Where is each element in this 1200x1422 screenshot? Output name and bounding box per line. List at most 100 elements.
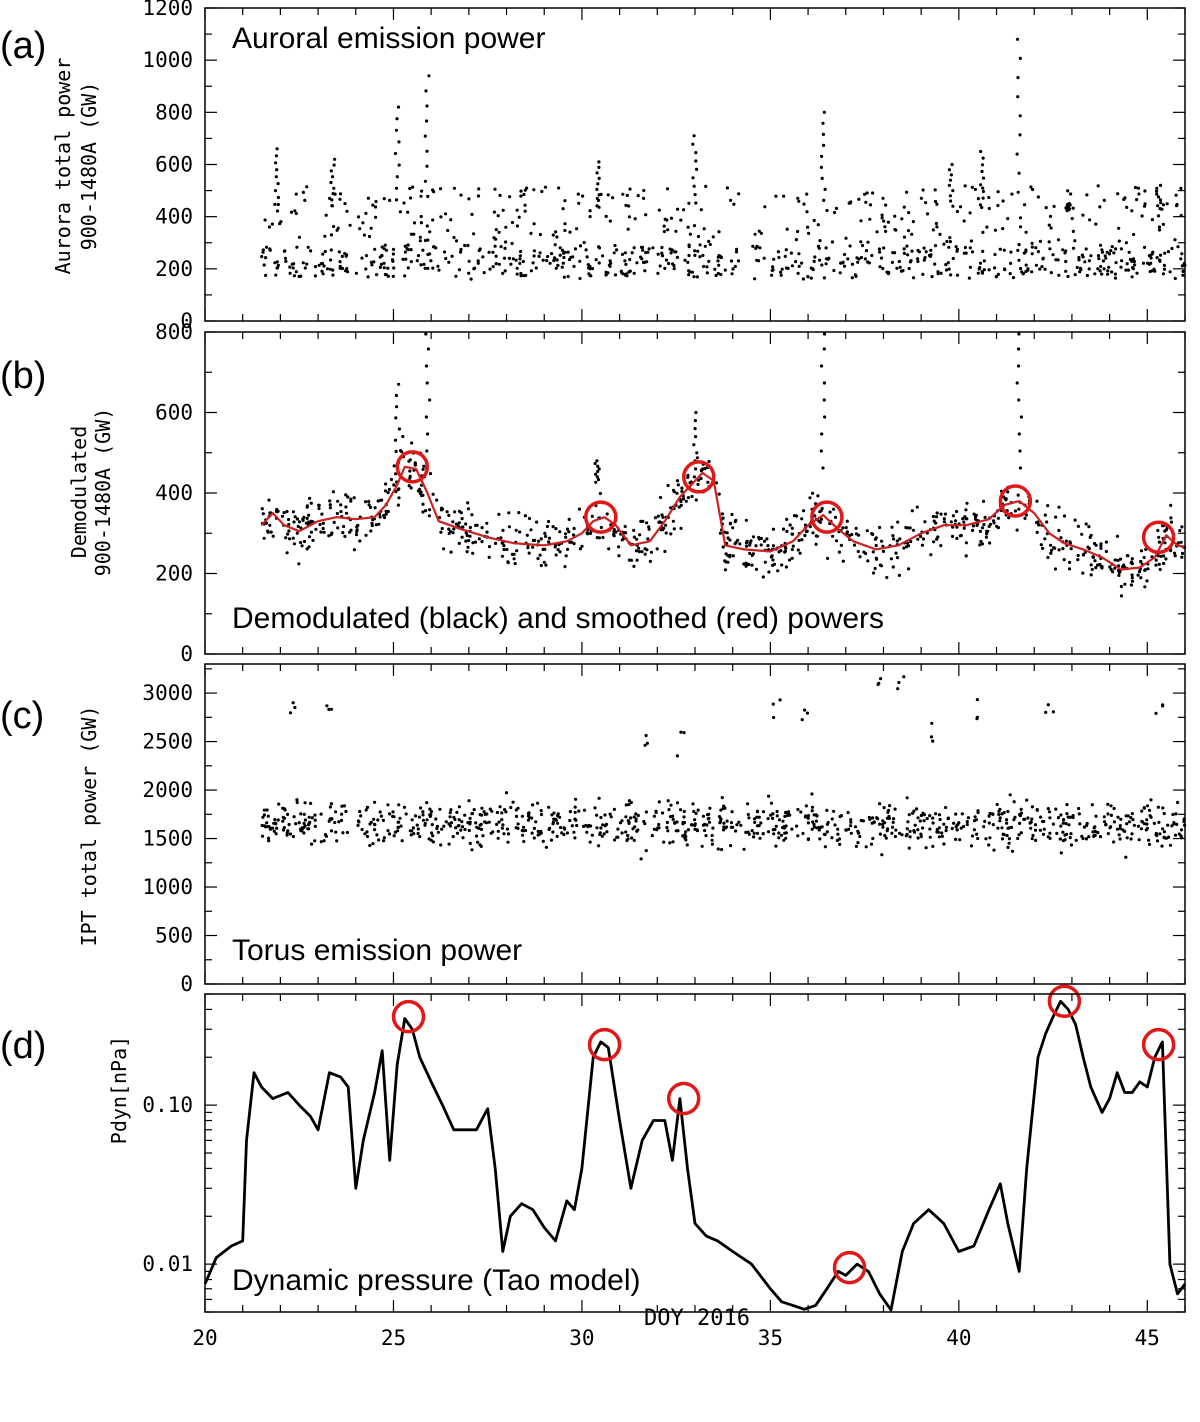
data-point [1073, 273, 1077, 277]
data-point [1034, 263, 1038, 267]
data-point [617, 545, 621, 549]
data-point [928, 814, 932, 818]
data-point [392, 483, 396, 487]
data-point [817, 519, 821, 523]
data-point [1006, 845, 1010, 850]
data-point [655, 547, 659, 551]
data-point [891, 565, 895, 569]
data-point [898, 537, 902, 541]
data-point [491, 250, 495, 254]
data-point [965, 517, 969, 521]
data-point [774, 844, 778, 848]
data-point [1141, 261, 1146, 265]
data-point [501, 271, 505, 275]
data-point [571, 255, 575, 259]
data-point [723, 268, 727, 272]
data-point [845, 530, 850, 534]
data-point [731, 554, 735, 558]
data-point [466, 545, 470, 549]
data-point [978, 261, 983, 265]
data-point [943, 512, 948, 516]
data-point [594, 258, 598, 262]
data-point [305, 516, 309, 521]
data-point [1157, 562, 1161, 566]
data-point [468, 525, 472, 530]
data-point [382, 266, 386, 270]
data-point [523, 203, 527, 207]
data-point [980, 542, 985, 546]
data-point [674, 229, 678, 233]
data-point [1140, 819, 1144, 824]
data-point [910, 249, 914, 253]
data-point [470, 812, 474, 816]
data-point [1130, 579, 1135, 583]
data-point [604, 270, 608, 274]
data-point [716, 271, 720, 276]
data-point [767, 794, 771, 798]
data-point [550, 252, 554, 256]
data-point [682, 815, 686, 819]
highlight-circle [587, 1027, 622, 1062]
data-point [448, 811, 452, 815]
data-point [971, 524, 976, 528]
data-point [1038, 239, 1042, 243]
data-point [1050, 548, 1054, 552]
data-point [1117, 226, 1121, 230]
data-point [1145, 826, 1149, 830]
data-point [772, 715, 776, 720]
data-point [487, 545, 492, 549]
data-point [328, 805, 332, 809]
data-point [800, 718, 804, 722]
data-point [526, 546, 530, 550]
data-point [889, 557, 894, 561]
data-point [1090, 803, 1094, 807]
data-point [976, 836, 980, 841]
data-point [565, 527, 570, 531]
data-point [372, 260, 376, 264]
data-point [1049, 271, 1053, 275]
data-point [439, 530, 443, 534]
data-point [526, 818, 531, 822]
data-point [969, 844, 974, 848]
data-point [951, 514, 956, 518]
data-point [822, 110, 827, 114]
data-point [532, 836, 536, 840]
data-point [892, 817, 896, 821]
data-point [1156, 805, 1160, 809]
data-point [897, 573, 902, 578]
data-point [429, 809, 433, 814]
data-point [1043, 267, 1047, 271]
data-point [321, 526, 325, 531]
data-point [980, 169, 984, 174]
data-point [1010, 192, 1014, 196]
data-point [781, 527, 786, 531]
data-point [886, 220, 891, 224]
data-point [274, 161, 278, 165]
data-point [1118, 824, 1122, 828]
data-point [713, 267, 717, 271]
data-point [1018, 114, 1022, 118]
data-point [606, 193, 610, 197]
data-point [577, 507, 582, 511]
data-point [501, 528, 505, 533]
data-point [987, 821, 991, 825]
data-point [576, 192, 580, 196]
data-point [597, 796, 601, 800]
data-point [966, 816, 971, 820]
data-point [1030, 252, 1034, 256]
data-point [1147, 838, 1151, 842]
data-point [624, 830, 628, 834]
data-point [761, 832, 765, 836]
data-point [1054, 515, 1058, 519]
data-point [757, 824, 761, 828]
data-point [276, 195, 280, 200]
data-point [882, 246, 886, 250]
data-point [443, 212, 448, 216]
data-point [906, 253, 910, 257]
data-point [389, 477, 394, 482]
data-point [546, 254, 550, 259]
data-point [447, 513, 451, 518]
data-point [403, 244, 407, 248]
data-point [1018, 821, 1022, 826]
data-point [963, 184, 967, 188]
